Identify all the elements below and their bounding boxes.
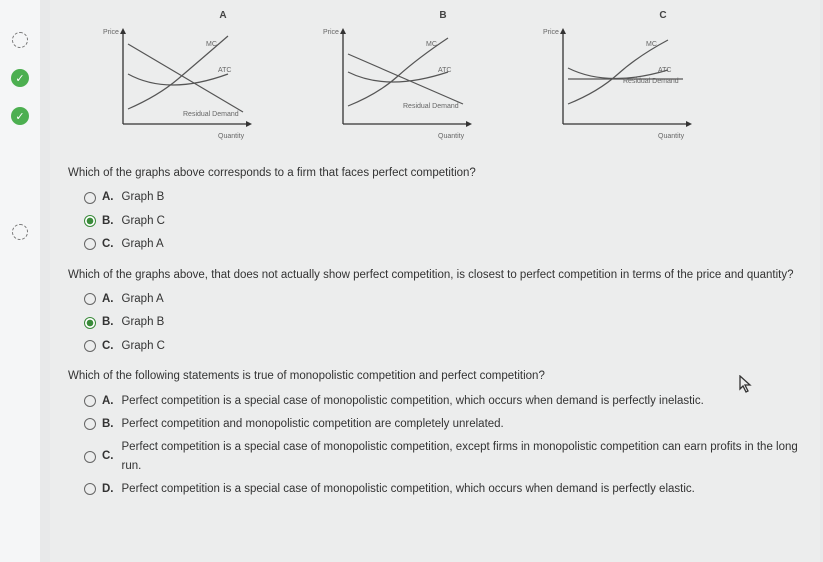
- option-letter: A.: [102, 188, 114, 206]
- svg-text:Price: Price: [543, 29, 559, 36]
- svg-text:MC: MC: [206, 41, 217, 48]
- radio-button[interactable]: [84, 293, 96, 305]
- graph-title: B: [378, 10, 508, 21]
- option-letter: D.: [102, 480, 114, 498]
- svg-text:Price: Price: [323, 29, 339, 36]
- svg-text:MC: MC: [426, 41, 437, 48]
- option-letter: B.: [102, 415, 114, 433]
- radio-button[interactable]: [84, 418, 96, 430]
- left-rail: ✓ ✓: [0, 0, 40, 562]
- q2-option-c[interactable]: C. Graph C: [84, 337, 802, 355]
- svg-text:MC: MC: [646, 41, 657, 48]
- question-1: Which of the graphs above corresponds to…: [68, 164, 802, 254]
- option-text: Graph A: [122, 290, 164, 308]
- option-text: Graph C: [122, 212, 165, 230]
- option-letter: A.: [102, 392, 114, 410]
- q3-option-d[interactable]: D. Perfect competition is a special case …: [84, 480, 802, 498]
- graph-b: B Price Quantity MC ATC Residual Demand: [318, 10, 508, 144]
- q1-option-b[interactable]: B. Graph C: [84, 212, 802, 230]
- option-letter: C.: [102, 337, 114, 355]
- option-text: Perfect competition is a special case of…: [122, 480, 695, 498]
- status-icon-2: ✓: [10, 68, 30, 88]
- question-3: Which of the following statements is tru…: [68, 367, 802, 498]
- option-letter: C.: [102, 235, 114, 253]
- question-2-options: A. Graph A B. Graph B C. Graph C: [84, 290, 802, 355]
- option-letter: B.: [102, 313, 114, 331]
- graph-c: C Price Quantity MC ATC Residual Demand: [538, 10, 728, 144]
- status-icon-1: [10, 30, 30, 50]
- status-icon-4: [10, 222, 30, 242]
- svg-text:Quantity: Quantity: [658, 133, 685, 140]
- question-2: Which of the graphs above, that does not…: [68, 266, 802, 356]
- radio-button[interactable]: [84, 192, 96, 204]
- status-icon-3: ✓: [10, 106, 30, 126]
- svg-text:Residual Demand: Residual Demand: [403, 103, 459, 110]
- svg-text:ATC: ATC: [658, 67, 671, 74]
- option-letter: B.: [102, 212, 114, 230]
- svg-text:Residual Demand: Residual Demand: [183, 111, 239, 118]
- radio-button[interactable]: [84, 215, 96, 227]
- q3-option-c[interactable]: C. Perfect competition is a special case …: [84, 438, 802, 475]
- q3-option-b[interactable]: B. Perfect competition and monopolistic c…: [84, 415, 802, 433]
- question-3-options: A. Perfect competition is a special case …: [84, 392, 802, 499]
- graph-a: A Price Quantity MC ATC Residual Demand: [98, 10, 288, 144]
- radio-button[interactable]: [84, 317, 96, 329]
- svg-text:Quantity: Quantity: [438, 133, 465, 140]
- radio-button[interactable]: [84, 395, 96, 407]
- option-text: Perfect competition is a special case of…: [122, 438, 803, 475]
- option-text: Graph C: [122, 337, 165, 355]
- option-text: Graph A: [122, 235, 164, 253]
- q2-option-a[interactable]: A. Graph A: [84, 290, 802, 308]
- question-2-text: Which of the graphs above, that does not…: [68, 266, 802, 284]
- q2-option-b[interactable]: B. Graph B: [84, 313, 802, 331]
- option-letter: C.: [102, 447, 114, 465]
- svg-text:Quantity: Quantity: [218, 133, 245, 140]
- option-text: Perfect competition and monopolistic com…: [122, 415, 504, 433]
- content-area: A Price Quantity MC ATC Residual Demand B Price…: [50, 0, 820, 562]
- svg-text:ATC: ATC: [438, 67, 451, 74]
- svg-text:ATC: ATC: [218, 67, 231, 74]
- option-text: Graph B: [122, 188, 165, 206]
- q1-option-a[interactable]: A. Graph B: [84, 188, 802, 206]
- q3-option-a[interactable]: A. Perfect competition is a special case …: [84, 392, 802, 410]
- graphs-row: A Price Quantity MC ATC Residual Demand B Price…: [98, 10, 802, 144]
- radio-button[interactable]: [84, 483, 96, 495]
- radio-button[interactable]: [84, 451, 96, 463]
- option-text: Graph B: [122, 313, 165, 331]
- option-letter: A.: [102, 290, 114, 308]
- q1-option-c[interactable]: C. Graph A: [84, 235, 802, 253]
- radio-button[interactable]: [84, 238, 96, 250]
- radio-button[interactable]: [84, 340, 96, 352]
- graph-title: A: [158, 10, 288, 21]
- question-3-text: Which of the following statements is tru…: [68, 367, 802, 385]
- question-1-options: A. Graph B B. Graph C C. Graph A: [84, 188, 802, 253]
- svg-text:Price: Price: [103, 29, 119, 36]
- option-text: Perfect competition is a special case of…: [122, 392, 704, 410]
- question-1-text: Which of the graphs above corresponds to…: [68, 164, 802, 182]
- graph-title: C: [598, 10, 728, 21]
- svg-text:Residual Demand: Residual Demand: [623, 78, 679, 85]
